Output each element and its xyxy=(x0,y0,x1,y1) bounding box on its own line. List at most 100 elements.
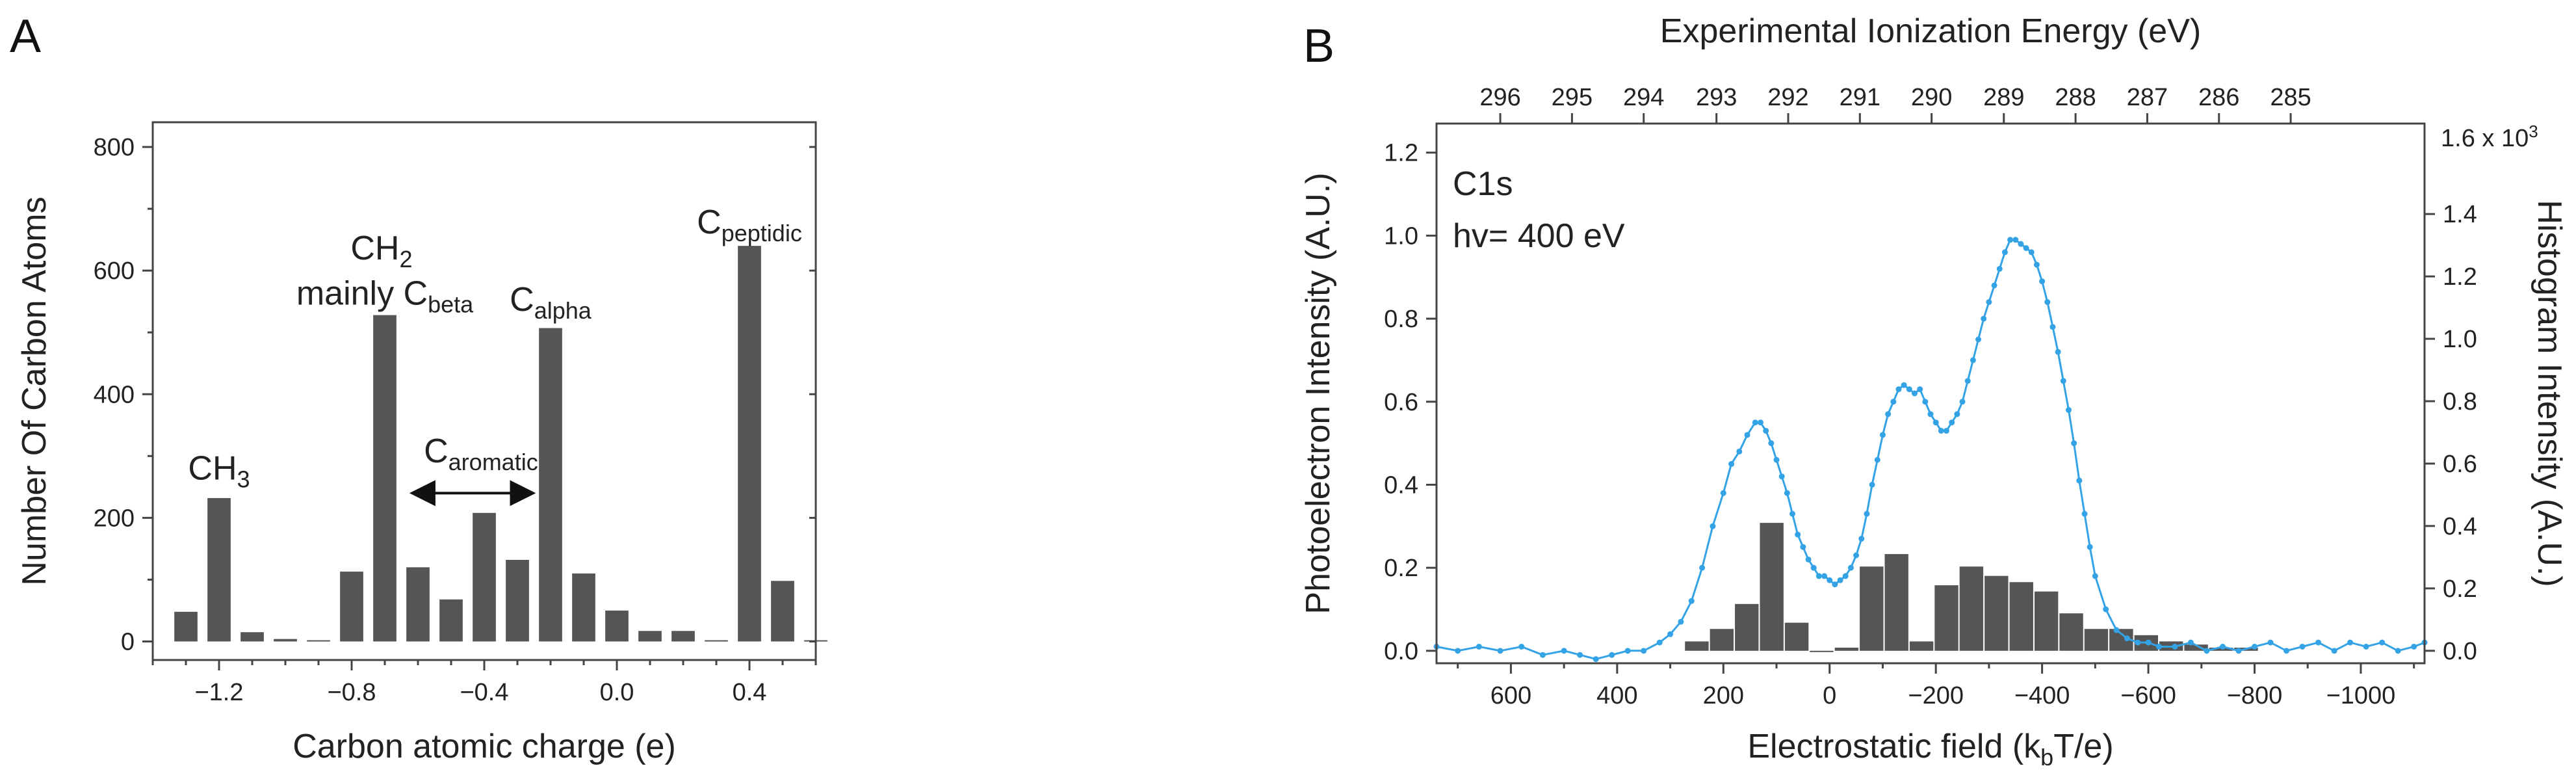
panel-b-right-y-tick-label: 0.8 xyxy=(2443,388,2477,416)
annotation-base: C xyxy=(697,204,722,241)
panel-b-right-axis-scale: 1.6 x 103 xyxy=(2441,122,2538,152)
panel-b-spectrum-point xyxy=(1518,644,1524,650)
panel-a-bar xyxy=(307,640,330,642)
panel-b-spectrum-point xyxy=(1768,440,1774,446)
panel-b-spectrum-point xyxy=(1895,386,1901,392)
panel-b-spectrum-point xyxy=(1821,573,1827,579)
panel-b-spectrum-point xyxy=(2124,635,2130,641)
panel-a-bar xyxy=(572,574,595,642)
panel-b-spectrum-point xyxy=(1779,473,1785,479)
panel-b-spectrum-point xyxy=(1609,652,1615,658)
panel-b-x-tick-label: −200 xyxy=(1908,682,1964,709)
panel-b-spectrum-trace xyxy=(1437,240,2425,659)
panel-b-spectrum-point xyxy=(2012,237,2018,243)
panel-b-spectrum-point xyxy=(2332,648,2337,654)
panel-a-bar xyxy=(207,498,231,642)
panel-a-y-tick-label: 800 xyxy=(94,134,135,161)
panel-b-spectrum-point xyxy=(2379,640,2385,646)
panel-b-spectrum-point xyxy=(1561,648,1567,654)
panel-a-y-axis-label: Number Of Carbon Atoms xyxy=(16,196,53,585)
panel-b-axes: 600 400 200 0 −200 −400 −600 −800 −1000296 295 294… xyxy=(1384,84,2477,709)
panel-a-bar xyxy=(671,631,695,641)
panel-b-spectrum-point xyxy=(1949,419,1955,425)
panel-b-spectrum-point xyxy=(1816,573,1822,579)
panel-b-left-y-tick-label: 0.0 xyxy=(1384,638,1418,665)
panel-a-bar xyxy=(638,631,662,641)
panel-b-spectrum-point xyxy=(2071,440,2077,446)
panel-b-x-axis-label-sub: b xyxy=(2040,744,2053,771)
panel-a-y-tick-label: 0 xyxy=(121,628,135,655)
panel-b-spectrum-point xyxy=(1928,411,1934,417)
panel-b-histogram-bar xyxy=(1685,641,1708,650)
panel-b-histogram-bar xyxy=(1934,585,1958,651)
panel-b-spectrum-point xyxy=(1577,652,1583,658)
panel-b-spectrum-point xyxy=(2114,627,2120,633)
panel-b-top-tick-label: 291 xyxy=(1840,84,1880,111)
annotation-subscript: beta xyxy=(428,291,474,317)
panel-b-left-y-tick-label: 0.2 xyxy=(1384,555,1418,582)
panel-a-annotation-ch3: CH3 xyxy=(188,449,250,492)
panel-b-x-axis-label-base: Electrostatic field (k xyxy=(1747,728,2041,765)
panel-b-histogram-bar xyxy=(2085,629,2108,651)
panel-b-spectrum-point xyxy=(1728,461,1734,467)
panel-b-spectrum-point xyxy=(1827,577,1832,583)
panel-b-spectrum-point xyxy=(1795,532,1801,538)
panel-b-spectrum-point xyxy=(1864,511,1869,517)
panel-b-spectrum-point xyxy=(2363,644,2369,650)
panel-b-spectrum-point xyxy=(1832,581,1838,587)
annotation-subscript: 3 xyxy=(237,466,250,492)
panel-b-histogram-bar xyxy=(1860,566,1883,651)
panel-b-left-y-tick-label: 0.4 xyxy=(1384,471,1418,499)
panel-b-spectrum-point xyxy=(1667,631,1673,637)
panel-a-bar xyxy=(406,567,430,641)
panel-b-spectrum-point xyxy=(2347,640,2353,646)
panel-b-spectrum-point xyxy=(2087,544,2093,550)
panel-a-x-axis-label: Carbon atomic charge (e) xyxy=(293,728,676,765)
panel-b-spectrum-point xyxy=(1721,490,1726,496)
panel-b-inset-photon-energy: hv= 400 eV xyxy=(1453,217,1625,255)
panel-b-histogram-bar xyxy=(1835,648,1858,651)
panel-b-histogram-bar xyxy=(1710,629,1734,651)
panel-a-bars xyxy=(174,246,827,641)
panel-b-x-tick-label: −400 xyxy=(2014,682,2070,709)
panel-a-annotation-caromatic: Caromatic xyxy=(424,432,538,475)
panel-b-spectrum-point xyxy=(2034,262,2040,268)
panel-b-spectrum-point xyxy=(1641,648,1646,654)
panel-b-spectrum-point xyxy=(2172,644,2178,650)
panel-b-spectrum-point xyxy=(1800,544,1806,550)
panel-b-spectrum-point xyxy=(1912,391,1918,397)
annotation-base: C xyxy=(510,281,534,319)
panel-a-bar xyxy=(241,632,264,641)
panel-a-annotation-mainly: mainly Cbeta xyxy=(296,274,474,317)
panel-b-spectrum-point xyxy=(1975,337,1981,343)
panel-b-spectrum-point xyxy=(1901,382,1907,388)
panel-b-spectrum-point xyxy=(1869,482,1875,488)
panel-b-spectrum-point xyxy=(2081,511,2087,517)
panel-b-spectrum-point xyxy=(2411,644,2417,650)
panel-b-right-y-tick-label: 1.2 xyxy=(2443,263,2477,291)
panel-b-histogram-bars xyxy=(1685,523,2257,652)
panel-b-spectrum-point xyxy=(2103,607,2109,613)
panel-b-x-tick-label: 0 xyxy=(1823,682,1836,709)
annotation-subscript: aromatic xyxy=(449,449,538,475)
panel-b-top-tick-label: 285 xyxy=(2270,84,2311,111)
panel-b-spectrum-point xyxy=(2076,478,2082,484)
panel-b-spectrum-point xyxy=(2135,640,2140,646)
panel-b-spectrum-point xyxy=(2029,249,2035,255)
panel-b-top-tick-label: 295 xyxy=(1552,84,1593,111)
panel-b-spectrum-line xyxy=(1434,237,2428,662)
annotation-base: CH xyxy=(188,449,237,487)
panel-b-x-axis-label-tail: T/e) xyxy=(2053,728,2113,765)
panel-a-x-tick-label: 0.0 xyxy=(600,679,634,706)
panel-b-spectrum-point xyxy=(2156,644,2162,650)
panel-b-spectrum-point xyxy=(2066,407,2072,413)
panel-b-left-y-axis-label: Photoelectron Intensity (A.U.) xyxy=(1299,172,1337,614)
panel-b-spectrum-point xyxy=(1992,283,1997,289)
panel-b-spectrum-point xyxy=(1885,411,1891,417)
panel-b-x-tick-label: 600 xyxy=(1490,682,1531,709)
panel-a-bar xyxy=(473,513,496,642)
panel-label-a: A xyxy=(10,10,41,62)
panel-b-right-axis-scale-exp: 3 xyxy=(2529,122,2538,141)
panel-b-x-tick-label: 200 xyxy=(1703,682,1744,709)
panel-b-right-y-tick-label: 1.0 xyxy=(2443,326,2477,353)
